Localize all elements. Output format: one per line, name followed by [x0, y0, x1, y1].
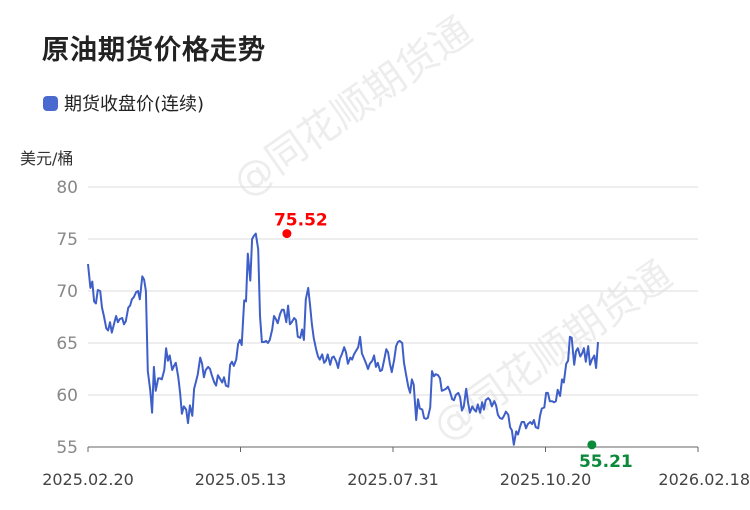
y-tick-label: 60: [56, 386, 78, 406]
y-axis-unit-label: 美元/桶: [20, 149, 74, 168]
price-line: [87, 232, 599, 446]
min-point-marker: [587, 440, 597, 450]
chart-title: 原油期货价格走势: [42, 35, 266, 66]
max-point-marker: [282, 229, 292, 239]
x-tick-label: 2026.02.18: [658, 470, 750, 489]
x-tick-label: 2025.07.31: [347, 470, 439, 489]
grid-lines: [88, 186, 698, 396]
x-tick-label: 2025.10.20: [500, 470, 592, 489]
x-axis: 2025.02.20 2025.05.13 2025.07.31 2025.10.20…: [42, 446, 750, 489]
y-tick-label: 65: [56, 334, 78, 354]
y-tick-label: 70: [56, 282, 78, 302]
x-tick-label: 2025.05.13: [195, 470, 287, 489]
legend-label: 期货收盘价(连续): [64, 94, 205, 115]
y-axis-ticks: 55 60 65 70 75 80: [56, 178, 78, 458]
y-tick-label: 75: [56, 230, 78, 250]
legend-swatch-icon: [43, 95, 58, 111]
x-tick-label: 2025.02.20: [42, 470, 134, 489]
max-point-label: 75.52: [274, 211, 328, 231]
watermark-text: @同花顺期货通: [425, 252, 681, 450]
min-point-label: 55.21: [579, 452, 633, 472]
legend-item[interactable]: 期货收盘价(连续): [43, 90, 204, 116]
y-tick-label: 55: [56, 438, 78, 458]
y-tick-label: 80: [56, 178, 78, 198]
watermark-text: @同花顺期货通: [225, 8, 481, 206]
